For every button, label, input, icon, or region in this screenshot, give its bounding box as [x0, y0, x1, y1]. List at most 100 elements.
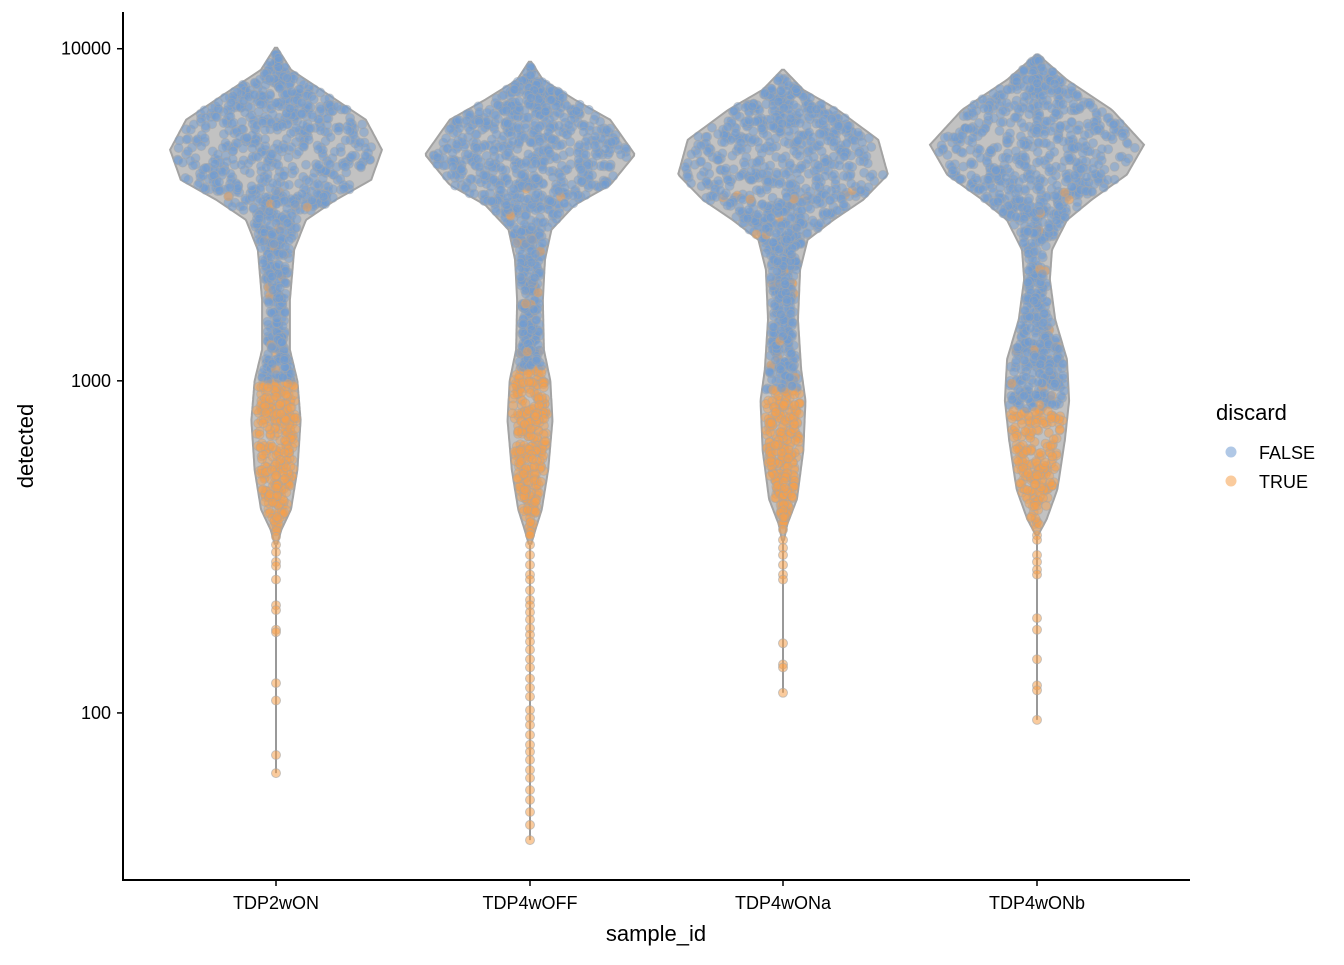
- point-discard-false: [771, 356, 780, 365]
- point-discard-true: [531, 412, 540, 421]
- point-discard-false: [557, 172, 566, 181]
- point-discard-false: [743, 214, 752, 223]
- point-discard-false: [309, 95, 318, 104]
- point-discard-false: [319, 192, 328, 201]
- point-discard-false: [264, 297, 273, 306]
- point-discard-false: [229, 146, 238, 155]
- point-discard-false: [844, 121, 853, 130]
- point-discard-false: [694, 132, 703, 141]
- point-discard-false: [845, 161, 854, 170]
- point-discard-false: [602, 125, 611, 134]
- point-discard-false: [540, 157, 549, 166]
- point-discard-false: [451, 181, 460, 190]
- point-discard-false: [275, 283, 284, 292]
- point-discard-false: [268, 359, 277, 368]
- point-discard-false: [617, 150, 626, 159]
- point-discard-false: [803, 192, 812, 201]
- point-discard-false: [786, 309, 795, 318]
- point-discard-false: [530, 273, 539, 282]
- point-discard-false: [285, 104, 294, 113]
- point-discard-false: [189, 120, 198, 129]
- point-discard-false: [326, 133, 335, 142]
- point-discard-false: [258, 92, 267, 101]
- point-discard-false: [280, 356, 289, 365]
- point-discard-false: [519, 319, 528, 328]
- point-discard-false: [778, 332, 787, 341]
- point-discard-false: [521, 123, 530, 132]
- point-discard-true: [526, 674, 535, 683]
- point-discard-false: [998, 106, 1007, 115]
- point-discard-true: [272, 679, 281, 688]
- point-discard-false: [579, 127, 588, 136]
- point-discard-false: [526, 71, 535, 80]
- point-discard-false: [489, 175, 498, 184]
- point-discard-false: [766, 115, 775, 124]
- point-discard-false: [508, 137, 517, 146]
- point-discard-false: [237, 160, 246, 169]
- point-discard-false: [775, 245, 784, 254]
- point-discard-true: [526, 820, 535, 829]
- point-discard-true: [795, 409, 804, 418]
- point-discard-false: [314, 145, 323, 154]
- point-discard-false: [537, 205, 546, 214]
- point-discard-false: [201, 122, 210, 131]
- point-discard-false: [281, 308, 290, 317]
- point-discard-false: [735, 172, 744, 181]
- point-discard-false: [766, 138, 775, 147]
- point-discard-false: [356, 138, 365, 147]
- point-discard-false: [447, 170, 456, 179]
- point-discard-true: [539, 383, 548, 392]
- point-discard-false: [489, 145, 498, 154]
- point-discard-true: [224, 192, 233, 201]
- point-discard-true: [526, 683, 535, 692]
- point-discard-true: [526, 663, 535, 672]
- point-discard-false: [215, 178, 224, 187]
- point-discard-false: [782, 235, 791, 244]
- point-discard-false: [564, 120, 573, 129]
- point-discard-false: [1035, 156, 1044, 165]
- point-discard-false: [531, 249, 540, 258]
- violin-group-TDP4wONb: [930, 54, 1144, 725]
- point-discard-false: [439, 161, 448, 170]
- point-discard-false: [776, 310, 785, 319]
- point-discard-false: [744, 116, 753, 125]
- point-discard-true: [1049, 435, 1058, 444]
- point-discard-true: [779, 551, 788, 560]
- point-discard-false: [330, 147, 339, 156]
- point-discard-false: [794, 136, 803, 145]
- point-discard-true: [272, 696, 281, 705]
- point-discard-false: [499, 132, 508, 141]
- point-discard-false: [787, 349, 796, 358]
- point-discard-false: [577, 165, 586, 174]
- point-discard-false: [280, 143, 289, 152]
- point-discard-true: [790, 420, 799, 429]
- point-discard-true: [779, 639, 788, 648]
- point-discard-false: [313, 180, 322, 189]
- point-discard-false: [812, 105, 821, 114]
- point-discard-false: [486, 158, 495, 167]
- point-discard-true: [526, 645, 535, 654]
- point-discard-false: [569, 191, 578, 200]
- point-discard-false: [528, 235, 537, 244]
- point-discard-false: [591, 132, 600, 141]
- point-discard-false: [748, 102, 757, 111]
- point-discard-false: [553, 210, 562, 219]
- violin-group-TDP2wON: [170, 48, 382, 778]
- point-discard-false: [758, 200, 767, 209]
- point-discard-true: [779, 688, 788, 697]
- point-discard-false: [770, 302, 779, 311]
- point-discard-false: [274, 53, 283, 62]
- point-discard-true: [526, 518, 535, 527]
- point-discard-true: [779, 560, 788, 569]
- point-discard-false: [493, 101, 502, 110]
- point-discard-false: [228, 155, 237, 164]
- point-discard-false: [448, 162, 457, 171]
- point-discard-true: [790, 390, 799, 399]
- point-discard-false: [178, 158, 187, 167]
- point-discard-true: [526, 540, 535, 549]
- point-discard-false: [297, 109, 306, 118]
- point-discard-false: [433, 153, 442, 162]
- point-discard-true: [526, 560, 535, 569]
- point-discard-false: [601, 180, 610, 189]
- point-discard-false: [256, 100, 265, 109]
